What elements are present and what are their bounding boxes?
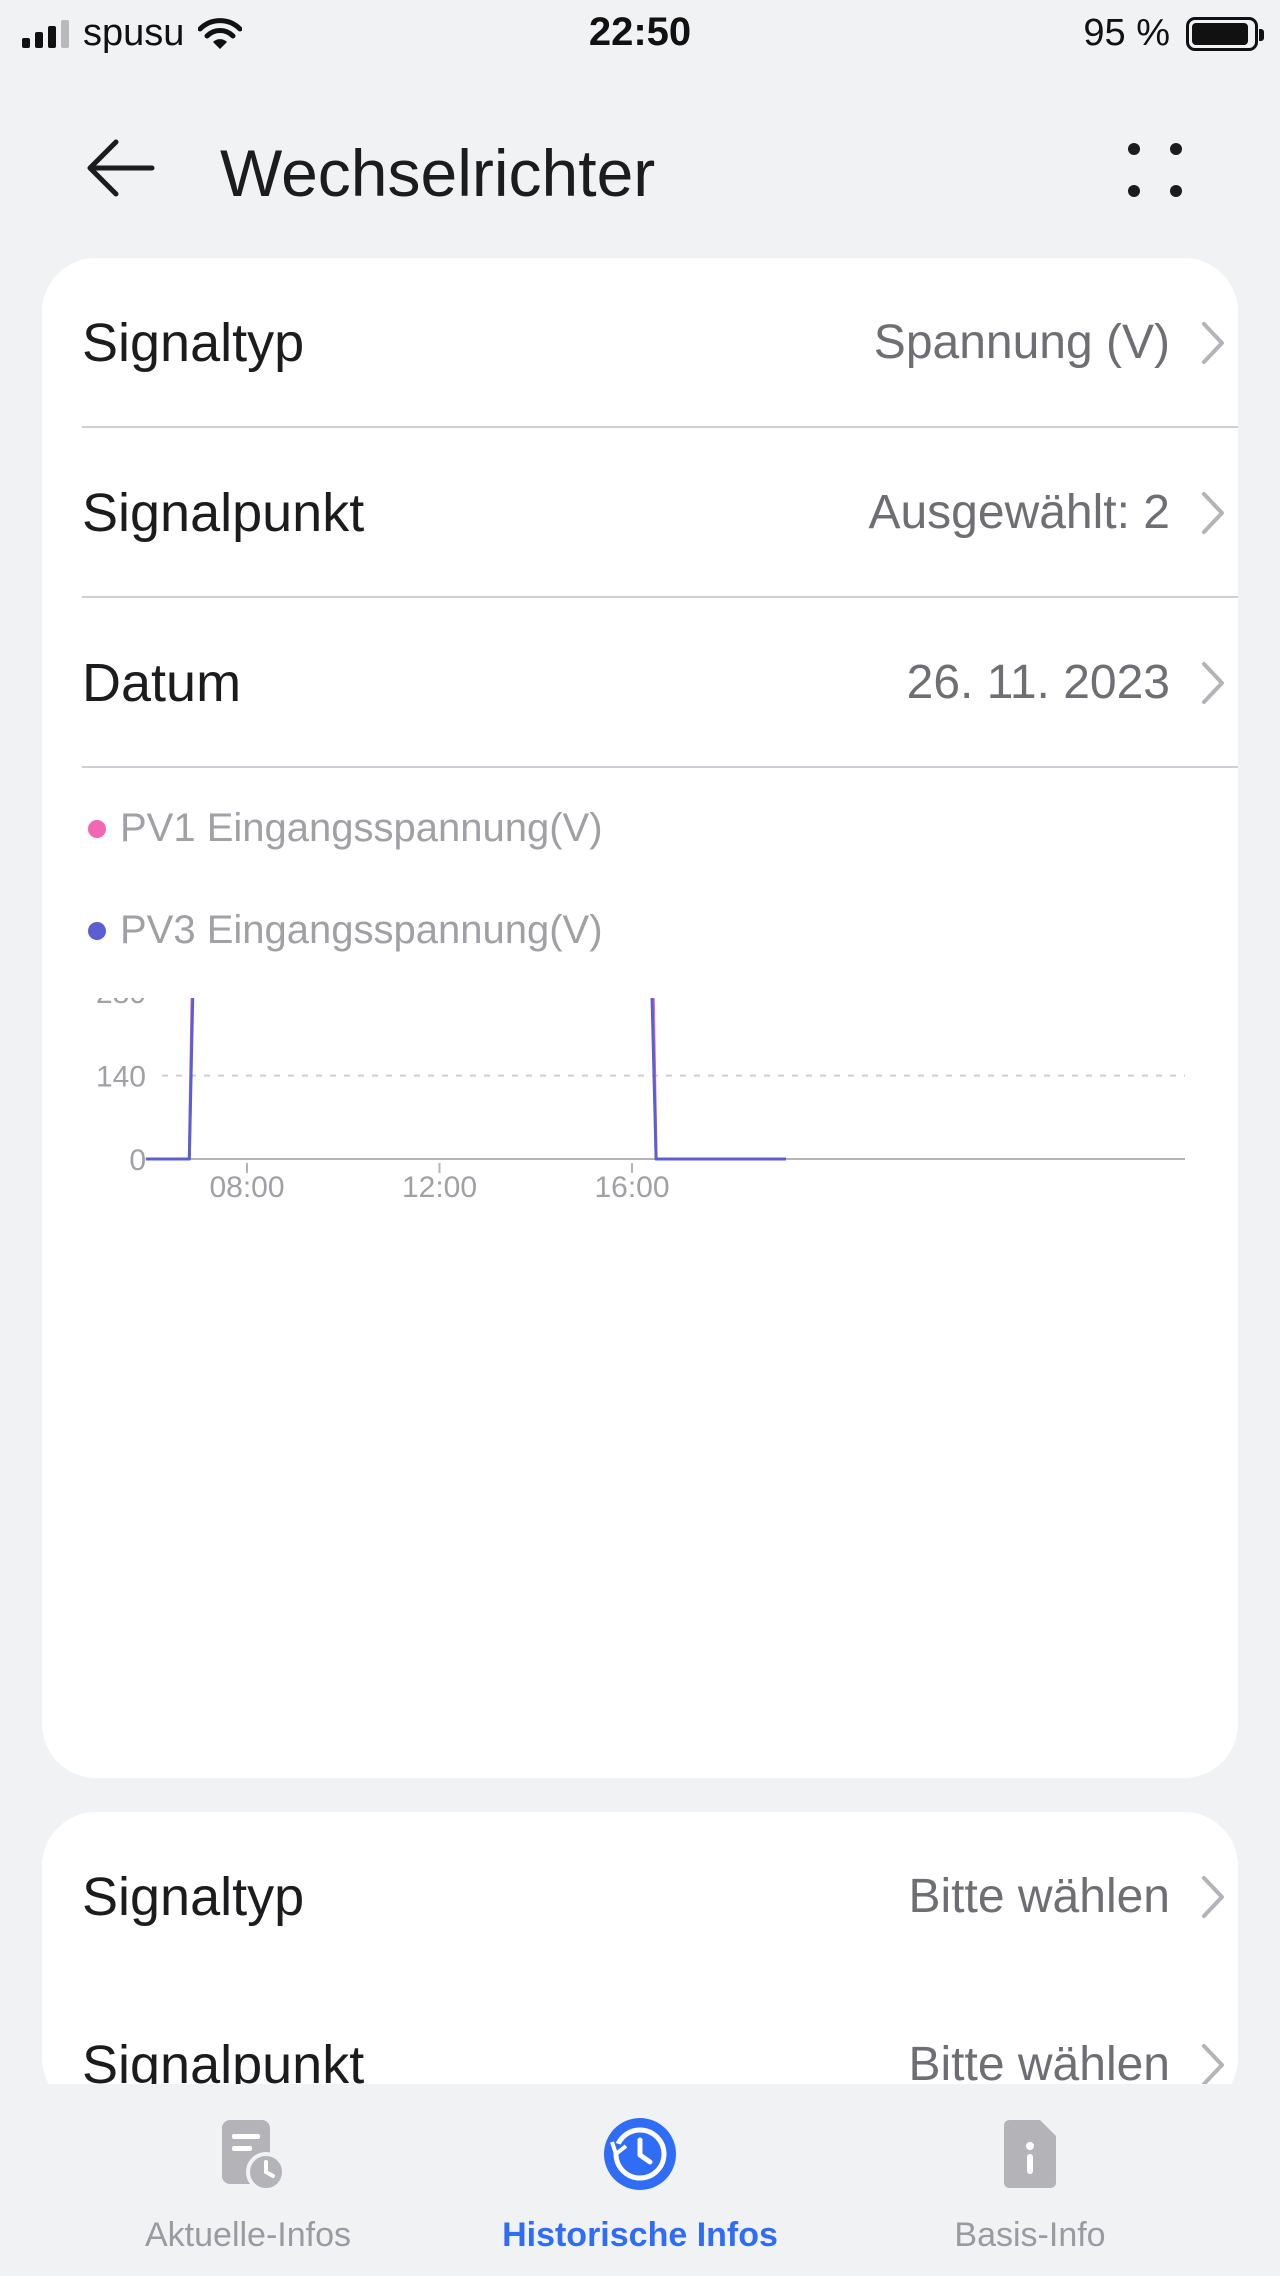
date-row[interactable]: Datum 26. 11. 2023 [82,598,1238,768]
series-line-pv3 [145,998,786,1161]
legend-dot-pv1 [88,819,106,838]
legend-label-pv1: PV1 Eingangsspannung(V) [120,806,603,850]
chevron-right-icon [1202,1876,1224,1918]
cellular-signal-icon [22,19,69,48]
tab-label: Aktuelle-Infos [145,2216,351,2254]
chevron-right-icon [1202,662,1224,704]
tab-label: Basis-Info [954,2216,1106,2254]
legend-item-pv3[interactable]: PV3 Eingangsspannung(V) [88,908,603,953]
page-title: Wechselrichter [220,136,656,210]
date-value: 26. 11. 2023 [906,656,1170,709]
signal-type-value: Spannung (V) [873,316,1170,369]
back-arrow-icon[interactable] [80,128,160,208]
tab-current-info[interactable]: Aktuelle-Infos [68,2114,428,2255]
battery-icon [1186,16,1264,51]
wifi-icon [198,17,243,49]
signal-type-label-2: Signaltyp [82,1867,305,1927]
current-info-icon [222,2120,286,2192]
history-clock-icon [604,2118,676,2190]
x-tick-label: 08:00 [209,1171,284,1204]
status-right: 95 % [1083,12,1264,55]
battery-percent: 95 % [1083,12,1170,54]
date-label: Datum [82,653,242,713]
chart-settings-card: Signaltyp Spannung (V) Signalpunkt Ausge… [42,258,1238,1778]
signal-type-value-2: Bitte wählen [908,1870,1171,1923]
legend-dot-pv3 [88,921,106,940]
tab-label: Historische Infos [502,2216,778,2254]
series-line-pv1 [145,998,786,1161]
x-tick-label: 16:00 [594,1171,669,1204]
signal-point-label: Signalpunkt [82,483,365,543]
chevron-right-icon [1202,492,1224,534]
signal-type-label: Signaltyp [82,313,305,373]
signal-type-row[interactable]: Signaltyp Spannung (V) [82,258,1238,428]
chevron-right-icon [1202,322,1224,364]
x-tick-label: 12:00 [402,1171,477,1204]
y-tick-label: 0 [129,1144,146,1177]
more-dots-icon[interactable] [1120,135,1190,205]
signal-type-row-2[interactable]: Signaltyp Bitte wählen [82,1812,1238,1982]
status-time: 22:50 [588,10,692,54]
legend-label-pv3: PV3 Eingangsspannung(V) [120,908,603,952]
signal-point-value: Ausgewählt: 2 [868,486,1170,539]
tab-historical-info[interactable]: Historische Infos [460,2114,820,2255]
second-chart-settings-card: Signaltyp Bitte wählen Signalpunkt Bitte… [42,1812,1238,2112]
y-tick-label: 280 [96,998,146,1010]
bottom-tab-bar: Aktuelle-Infos Historische Infos Basis-I… [0,2084,1280,2276]
signal-point-value-2: Bitte wählen [908,2038,1171,2091]
y-tick-label: 140 [96,1061,146,1094]
status-bar: spusu 22:50 95 % [0,0,1280,70]
chevron-right-icon [1202,2044,1224,2086]
legend-item-pv1[interactable]: PV1 Eingangsspannung(V) [88,806,603,851]
status-left: spusu [22,12,243,55]
signal-point-row[interactable]: Signalpunkt Ausgewählt: 2 [82,428,1238,598]
app-header: Wechselrichter [0,110,1280,220]
carrier-name: spusu [83,12,185,54]
basic-info-icon [1004,2120,1056,2188]
tab-basic-info[interactable]: Basis-Info [850,2114,1210,2255]
